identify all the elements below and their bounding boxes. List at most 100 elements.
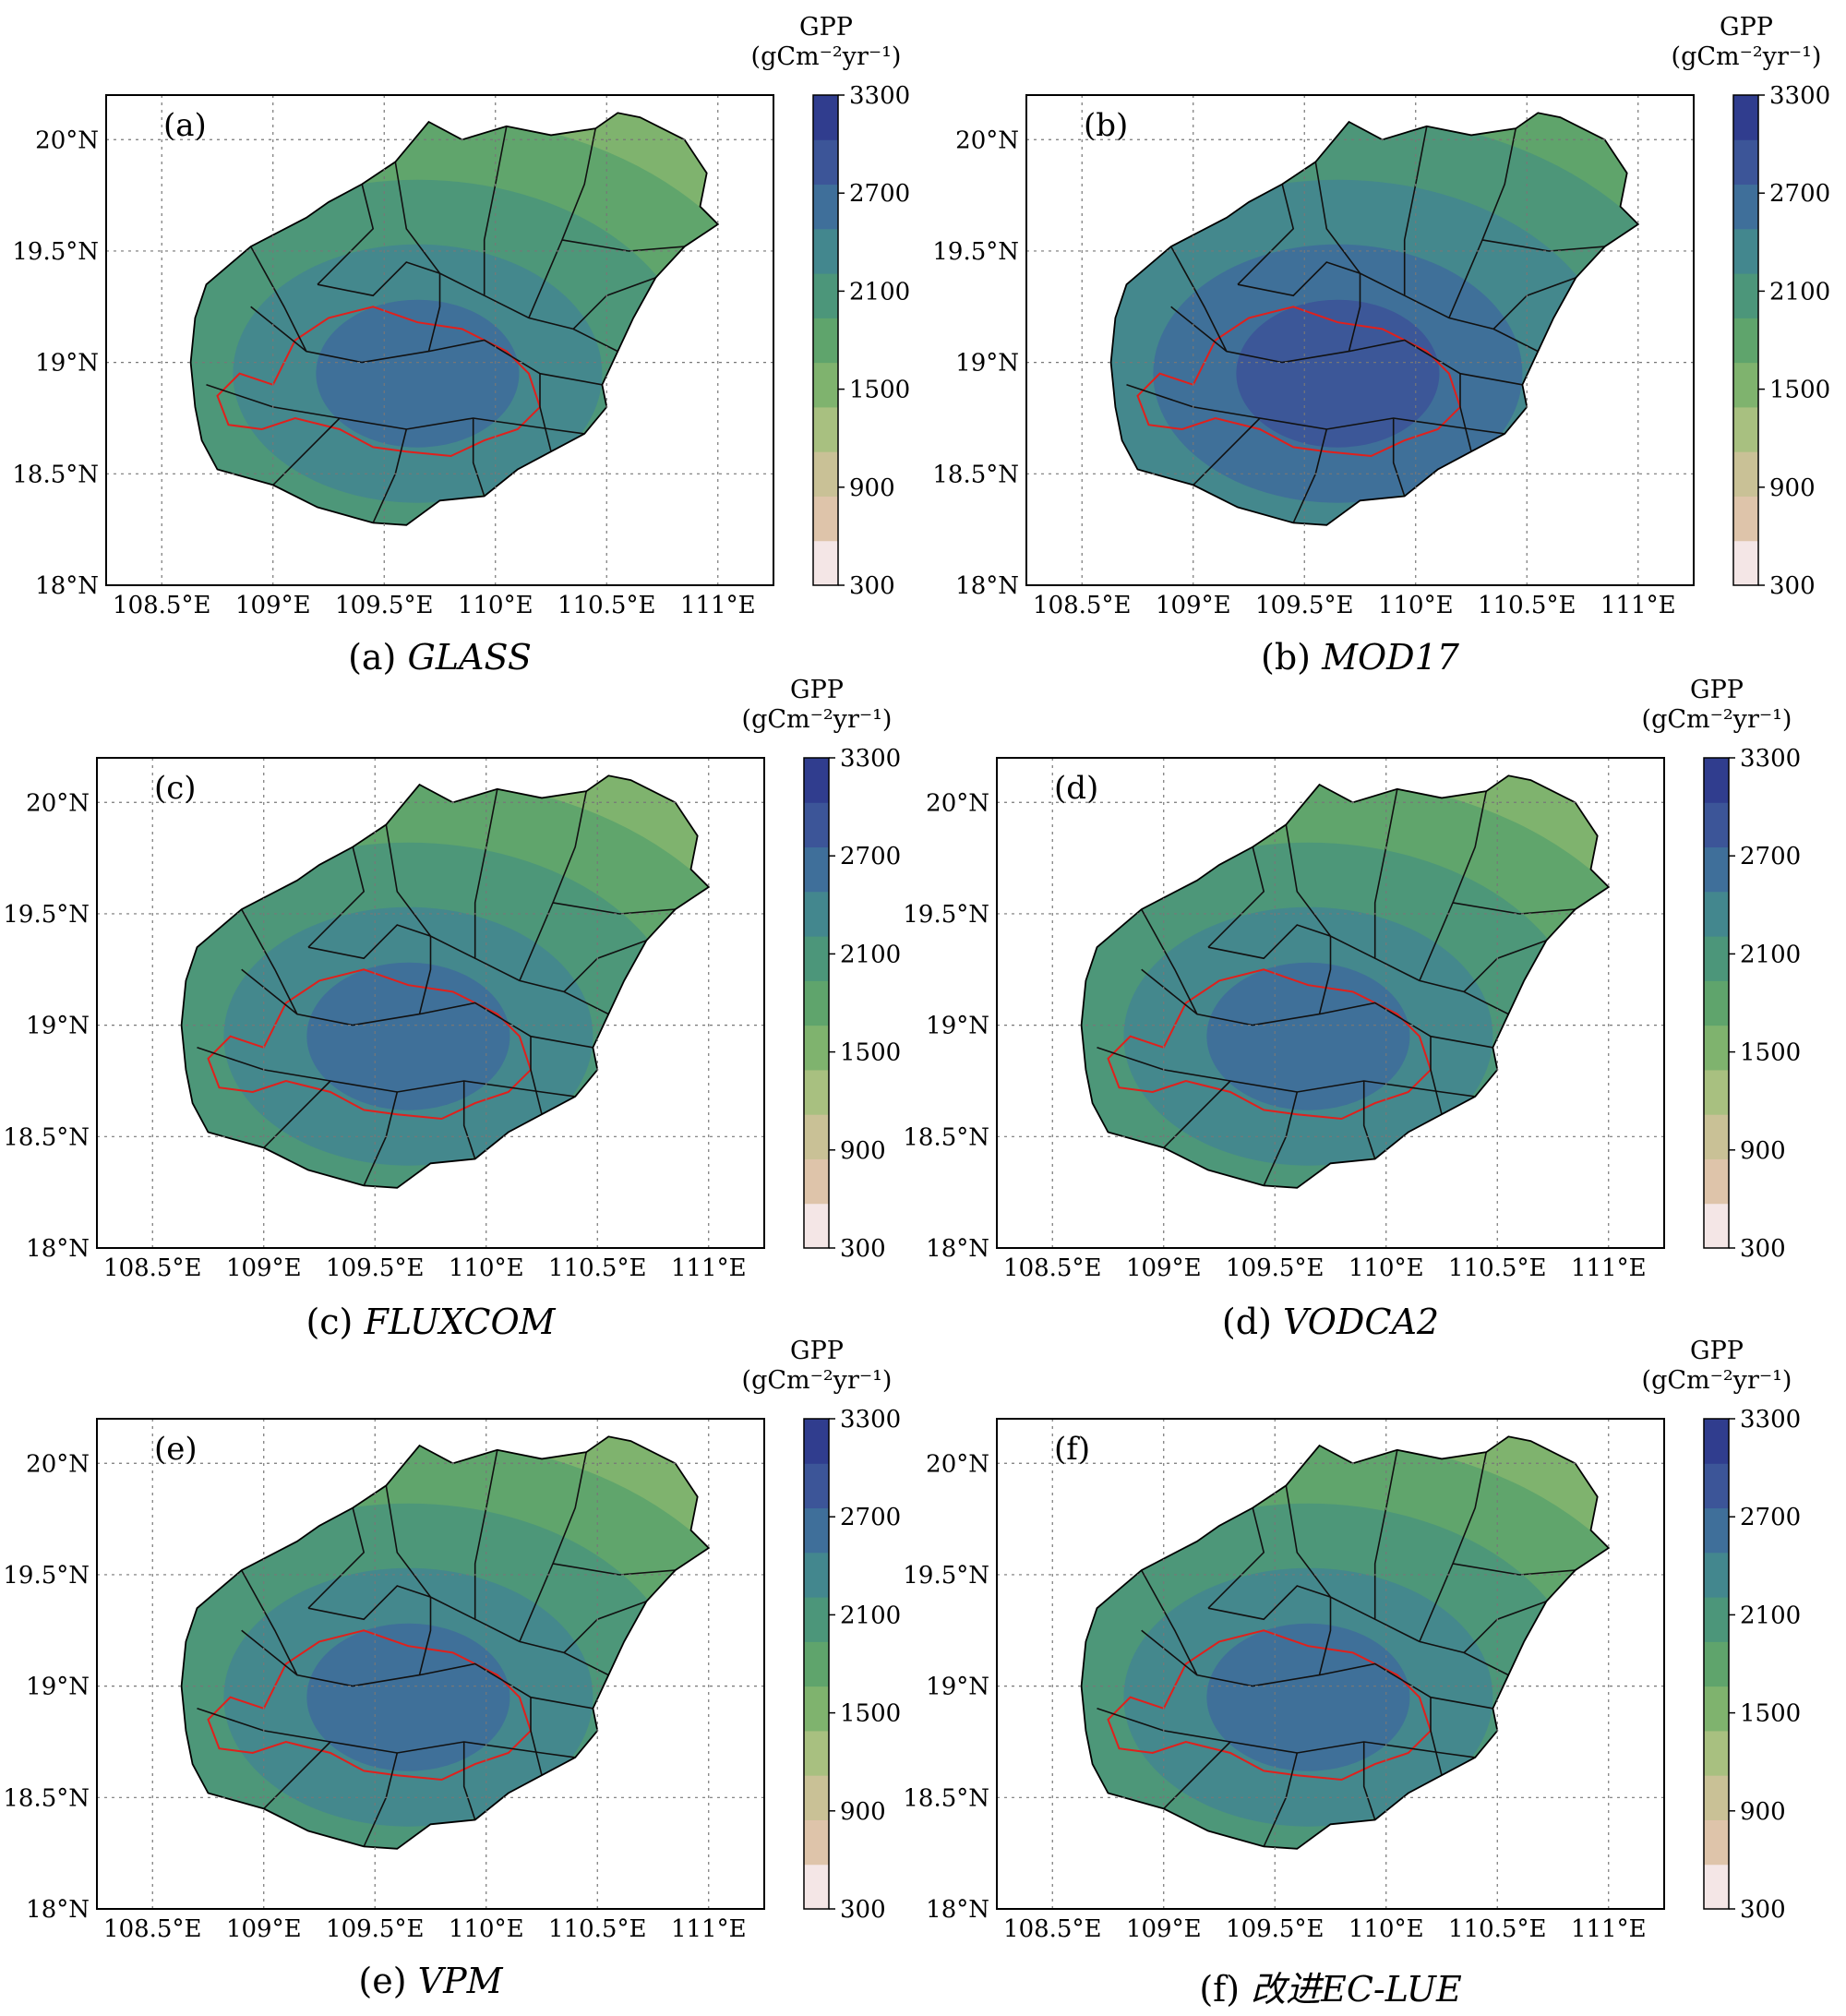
county-border [1373, 1449, 1398, 1620]
lon-tick-label: 109°E [226, 1915, 302, 1943]
lon-tick-label: 108.5°E [103, 1254, 201, 1282]
map-c: 108.5°E 109°E 109.5°E 110°E 110.5°E 111°E 20°N… [3, 676, 902, 1282]
county-border [1430, 1697, 1443, 1776]
lon-tick-label: 110.5°E [1478, 592, 1576, 619]
county-border [483, 126, 508, 296]
colorbar-tick-label: 2700 [849, 180, 910, 208]
colorbar-tick-label: 2100 [849, 278, 910, 306]
lon-tick-label: 108.5°E [113, 592, 210, 619]
colorbar-tick-label: 2100 [840, 941, 901, 968]
county-border [307, 924, 431, 960]
county-border [530, 1036, 543, 1115]
panel-label: (e) [154, 1431, 198, 1468]
colorbar-tick-label: 300 [840, 1896, 886, 1924]
colorbar-unit: (gCm⁻²yr⁻¹) [751, 42, 902, 71]
panel-caption: (f) 改进EC-LUE [997, 1961, 1664, 2011]
colorbar-tick-label: 1500 [1740, 1039, 1801, 1067]
lat-tick-label: 19.5°N [3, 901, 90, 929]
colorbar-tick-label: 2700 [1740, 843, 1801, 870]
island-outline [1080, 1435, 1611, 1850]
lon-tick-label: 109°E [235, 592, 311, 619]
county-border [250, 246, 307, 352]
island-outline [189, 112, 720, 526]
lon-tick-label: 109.5°E [1255, 592, 1353, 619]
county-border [1448, 128, 1516, 318]
county-border [263, 1080, 331, 1148]
county-border [519, 791, 587, 981]
colorbar-title: GPP [790, 676, 844, 704]
county-border [1481, 239, 1605, 252]
colorbar-tick-label: 900 [1740, 1137, 1786, 1165]
lon-tick-label: 111°E [680, 592, 756, 619]
lat-tick-label: 19.5°N [903, 1562, 989, 1590]
map-frame [996, 1418, 1665, 1910]
county-border [552, 1563, 676, 1576]
county-border [1141, 1569, 1198, 1675]
caption-dataset-name: FLUXCOM [364, 1302, 556, 1342]
map-panel-f: 108.5°E 109°E 109.5°E 110°E 110.5°E 111°E 20°N… [900, 1324, 1823, 2016]
panel-caption: (e) VPM [97, 1961, 764, 2001]
county-border [1170, 246, 1228, 352]
lon-tick-label: 110°E [1349, 1915, 1424, 1943]
caption-prefix: (a) [348, 637, 408, 678]
lat-tick-label: 19°N [926, 1674, 989, 1701]
colorbar-unit: (gCm⁻²yr⁻¹) [1672, 42, 1822, 71]
lat-tick-label: 19°N [35, 350, 99, 378]
map-frame [996, 757, 1665, 1249]
lon-tick-label: 110°E [458, 592, 533, 619]
lat-tick-label: 20°N [35, 126, 99, 154]
lat-tick-label: 18°N [26, 1896, 90, 1924]
county-border [1163, 1080, 1231, 1148]
county-border [1237, 261, 1361, 297]
county-border [418, 1597, 432, 1675]
county-border [1193, 417, 1261, 486]
county-border [1362, 1081, 1376, 1159]
lat-tick-label: 20°N [926, 789, 989, 817]
lon-tick-label: 110.5°E [1448, 1915, 1546, 1943]
lat-tick-label: 19°N [926, 1013, 989, 1040]
county-border [1419, 1452, 1487, 1642]
colorbar-tick-label: 900 [840, 1137, 886, 1165]
panel-label: (d) [1054, 770, 1098, 807]
county-border [241, 908, 298, 1014]
county-border [1419, 791, 1487, 981]
county-border [1141, 908, 1198, 1014]
colorbar-unit: (gCm⁻²yr⁻¹) [1642, 705, 1792, 734]
colorbar-tick-label: 3300 [849, 82, 910, 110]
lon-tick-label: 111°E [671, 1254, 747, 1282]
panel-label: (b) [1084, 107, 1128, 144]
lon-tick-label: 108.5°E [1003, 1254, 1101, 1282]
colorbar-unit: (gCm⁻²yr⁻¹) [742, 1366, 893, 1395]
lat-tick-label: 18°N [26, 1235, 90, 1263]
panel-caption: (b) MOD17 [1026, 637, 1694, 678]
map-frame [96, 1418, 765, 1910]
colorbar-tick-label: 300 [1740, 1235, 1786, 1263]
colorbar-tick-label: 300 [849, 572, 895, 600]
colorbar-title: GPP [790, 1337, 844, 1365]
lon-tick-label: 111°E [1571, 1915, 1647, 1943]
lat-tick-label: 18.5°N [3, 1784, 90, 1812]
colorbar: 3300 2700 2100 1500 900 300 GPP(gCm⁻²yr⁻¹) [742, 676, 902, 1263]
county-border [272, 417, 341, 486]
colorbar-title: GPP [799, 13, 853, 42]
county-border [1348, 273, 1361, 352]
county-border [530, 1697, 543, 1776]
lon-tick-label: 109.5°E [1226, 1254, 1324, 1282]
lon-tick-label: 110.5°E [548, 1915, 646, 1943]
county-border [307, 1507, 366, 1609]
caption-dataset-name: VPM [417, 1961, 503, 2001]
lon-tick-label: 109.5°E [326, 1254, 424, 1282]
lon-tick-label: 111°E [1600, 592, 1676, 619]
map-panel-b: 108.5°E 109°E 109.5°E 110°E 110.5°E 111°E 20°N… [920, 0, 1843, 692]
county-border [427, 273, 441, 352]
lat-tick-label: 19.5°N [932, 238, 1019, 266]
panel-caption: (d) VODCA2 [997, 1302, 1664, 1342]
county-border [1430, 1036, 1443, 1115]
caption-prefix: (d) [1221, 1302, 1283, 1342]
county-border [1207, 1507, 1265, 1609]
island-outline [180, 1435, 711, 1850]
caption-dataset-name: MOD17 [1322, 637, 1459, 678]
map-panel-c: 108.5°E 109°E 109.5°E 110°E 110.5°E 111°E 20°N… [0, 663, 923, 1355]
island-outline [1080, 774, 1611, 1189]
lon-tick-label: 109°E [1126, 1254, 1202, 1282]
